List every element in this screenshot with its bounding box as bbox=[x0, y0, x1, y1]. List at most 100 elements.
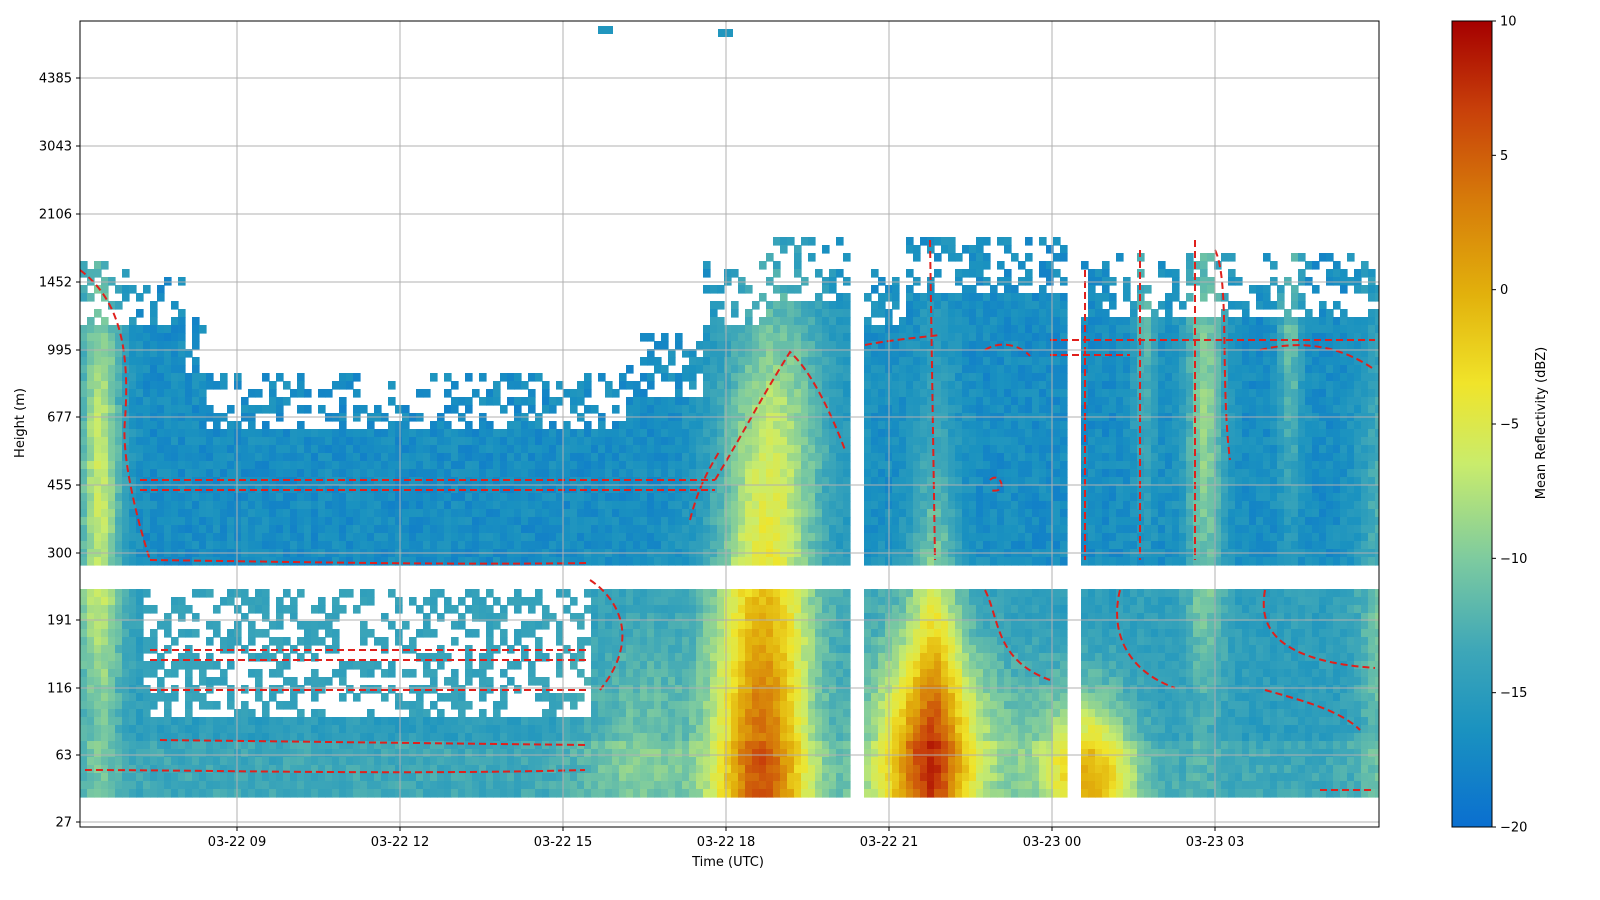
heatmap-cell bbox=[752, 597, 760, 606]
heatmap-cell bbox=[766, 621, 774, 630]
heatmap-cell bbox=[430, 517, 438, 526]
heatmap-cell bbox=[150, 661, 158, 670]
heatmap-cell bbox=[724, 717, 732, 726]
heatmap-cell bbox=[192, 325, 200, 334]
heatmap-cell bbox=[185, 765, 193, 774]
heatmap-cell bbox=[780, 525, 788, 534]
heatmap-cell bbox=[703, 701, 711, 710]
heatmap-cell bbox=[640, 613, 648, 622]
heatmap-cell bbox=[423, 469, 431, 478]
heatmap-cell bbox=[780, 317, 788, 326]
heatmap-cell bbox=[633, 725, 641, 734]
heatmap-cell bbox=[164, 437, 172, 446]
heatmap-cell bbox=[808, 717, 816, 726]
heatmap-cell bbox=[661, 733, 669, 742]
heatmap-cell bbox=[745, 789, 753, 798]
heatmap-cell bbox=[598, 725, 606, 734]
heatmap-cell bbox=[752, 669, 760, 678]
heatmap-cell bbox=[668, 477, 676, 486]
heatmap-cell bbox=[696, 709, 704, 718]
heatmap-cell bbox=[248, 533, 256, 542]
heatmap-cell bbox=[290, 757, 298, 766]
heatmap-cell bbox=[591, 429, 599, 438]
heatmap-cell bbox=[829, 517, 837, 526]
heatmap-cell bbox=[836, 445, 844, 454]
heatmap-cell bbox=[206, 717, 214, 726]
heatmap-cell bbox=[164, 469, 172, 478]
heatmap-cell bbox=[773, 781, 781, 790]
heatmap-cell bbox=[381, 637, 389, 646]
heatmap-cell bbox=[143, 365, 151, 374]
heatmap-cell bbox=[486, 637, 494, 646]
heatmap-cell bbox=[654, 397, 662, 406]
heatmap-cell bbox=[339, 405, 347, 414]
heatmap-cell bbox=[633, 773, 641, 782]
heatmap-cell bbox=[584, 749, 592, 758]
heatmap-cell bbox=[80, 597, 88, 606]
heatmap-cell bbox=[759, 749, 767, 758]
heatmap-cell bbox=[213, 661, 221, 670]
heatmap-cell bbox=[395, 741, 403, 750]
heatmap-cell bbox=[129, 477, 137, 486]
heatmap-cell bbox=[94, 605, 102, 614]
heatmap-cell bbox=[689, 461, 697, 470]
heatmap-cell bbox=[367, 765, 375, 774]
heatmap-cell bbox=[220, 781, 228, 790]
heatmap-cell bbox=[108, 541, 116, 550]
heatmap-cell bbox=[822, 645, 830, 654]
heatmap-cell bbox=[164, 477, 172, 486]
heatmap-cell bbox=[290, 453, 298, 462]
heatmap-cell bbox=[255, 493, 263, 502]
heatmap-cell bbox=[220, 677, 228, 686]
heatmap-cell bbox=[829, 437, 837, 446]
heatmap-cell bbox=[598, 677, 606, 686]
heatmap-cell bbox=[514, 533, 522, 542]
heatmap-cell bbox=[612, 669, 620, 678]
heatmap-cell bbox=[339, 677, 347, 686]
heatmap-cell bbox=[752, 541, 760, 550]
heatmap-cell bbox=[234, 373, 242, 382]
heatmap-cell bbox=[703, 765, 711, 774]
heatmap-cell bbox=[164, 365, 172, 374]
heatmap-cell bbox=[626, 757, 634, 766]
heatmap-cell bbox=[318, 789, 326, 798]
heatmap-cell bbox=[829, 693, 837, 702]
heatmap-cell bbox=[654, 725, 662, 734]
heatmap-cell bbox=[108, 637, 116, 646]
heatmap-cell bbox=[416, 541, 424, 550]
heatmap-cell bbox=[633, 781, 641, 790]
heatmap-cell bbox=[234, 461, 242, 470]
heatmap-cell bbox=[423, 525, 431, 534]
heatmap-cell bbox=[304, 757, 312, 766]
heatmap-cell bbox=[668, 637, 676, 646]
heatmap-cell bbox=[136, 605, 144, 614]
heatmap-cell bbox=[521, 541, 529, 550]
heatmap-cell bbox=[759, 701, 767, 710]
heatmap-cell bbox=[213, 541, 221, 550]
heatmap-cell bbox=[759, 477, 767, 486]
heatmap-cell bbox=[836, 309, 844, 318]
heatmap-cell bbox=[843, 509, 851, 518]
heatmap-cell bbox=[101, 749, 109, 758]
heatmap-cell bbox=[752, 605, 760, 614]
heatmap-cell bbox=[311, 437, 319, 446]
heatmap-cell bbox=[808, 469, 816, 478]
heatmap-cell bbox=[430, 669, 438, 678]
heatmap-cell bbox=[101, 469, 109, 478]
heatmap-cell bbox=[724, 725, 732, 734]
heatmap-cell bbox=[801, 677, 809, 686]
heatmap-cell bbox=[185, 661, 193, 670]
heatmap-cell bbox=[836, 341, 844, 350]
heatmap-cell bbox=[542, 533, 550, 542]
heatmap-cell bbox=[577, 725, 585, 734]
heatmap-cell bbox=[164, 341, 172, 350]
heatmap-cell bbox=[731, 717, 739, 726]
heatmap-cell bbox=[822, 461, 830, 470]
heatmap-cell bbox=[171, 381, 179, 390]
heatmap-cell bbox=[668, 533, 676, 542]
heatmap-cell bbox=[157, 781, 165, 790]
heatmap-cell bbox=[829, 597, 837, 606]
heatmap-cell bbox=[521, 453, 529, 462]
heatmap-cell bbox=[689, 381, 697, 390]
heatmap-cell bbox=[717, 741, 725, 750]
